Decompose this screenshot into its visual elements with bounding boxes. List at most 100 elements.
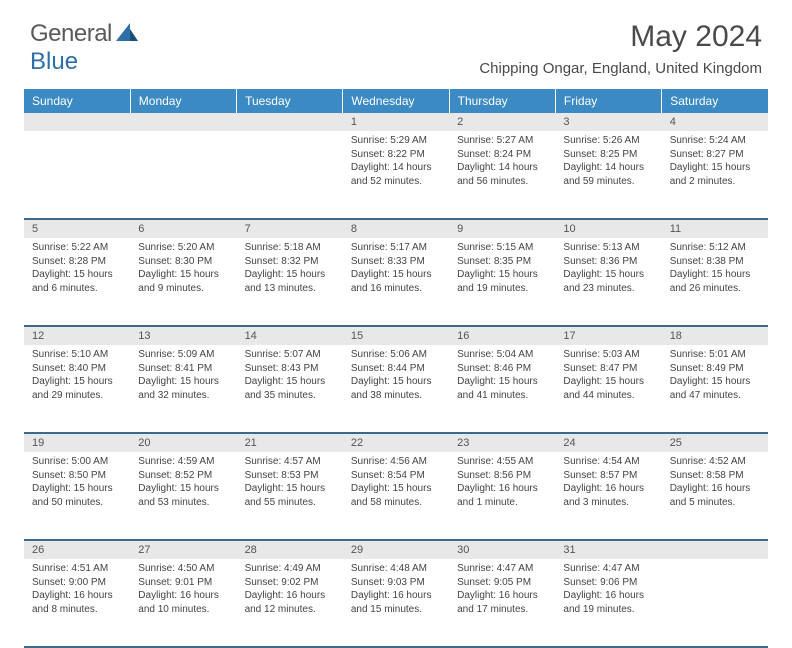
day-details: Sunrise: 5:27 AMSunset: 8:24 PMDaylight:… [449, 131, 555, 194]
daylight-line1: Daylight: 14 hours [563, 161, 653, 175]
day-number-cell: 3 [555, 113, 661, 131]
day-body-cell: Sunrise: 5:24 AMSunset: 8:27 PMDaylight:… [662, 131, 768, 219]
day-number: 6 [130, 220, 236, 238]
day-body-cell: Sunrise: 5:13 AMSunset: 8:36 PMDaylight:… [555, 238, 661, 326]
sunrise: Sunrise: 4:52 AM [670, 455, 760, 469]
daylight-line2: and 47 minutes. [670, 389, 760, 403]
daylight-line2: and 26 minutes. [670, 282, 760, 296]
sunset: Sunset: 9:05 PM [457, 576, 547, 590]
day-details: Sunrise: 4:52 AMSunset: 8:58 PMDaylight:… [662, 452, 768, 515]
sunrise: Sunrise: 5:26 AM [563, 134, 653, 148]
daylight-line1: Daylight: 15 hours [563, 268, 653, 282]
day-header: Thursday [449, 89, 555, 113]
day-number-cell: 18 [662, 326, 768, 345]
logo-text-1: General [30, 20, 112, 48]
daylight-line2: and 15 minutes. [351, 603, 441, 617]
day-number-cell: 22 [343, 433, 449, 452]
daylight-line1: Daylight: 15 hours [351, 268, 441, 282]
day-body-cell: Sunrise: 5:26 AMSunset: 8:25 PMDaylight:… [555, 131, 661, 219]
day-number-cell: 24 [555, 433, 661, 452]
daylight-line1: Daylight: 16 hours [670, 482, 760, 496]
daylight-line2: and 6 minutes. [32, 282, 122, 296]
day-body-cell: Sunrise: 4:56 AMSunset: 8:54 PMDaylight:… [343, 452, 449, 540]
day-body-cell: Sunrise: 5:10 AMSunset: 8:40 PMDaylight:… [24, 345, 130, 433]
day-details: Sunrise: 5:17 AMSunset: 8:33 PMDaylight:… [343, 238, 449, 301]
daylight-line1: Daylight: 14 hours [351, 161, 441, 175]
sunrise: Sunrise: 4:59 AM [138, 455, 228, 469]
day-body-row: Sunrise: 5:10 AMSunset: 8:40 PMDaylight:… [24, 345, 768, 433]
day-details: Sunrise: 5:15 AMSunset: 8:35 PMDaylight:… [449, 238, 555, 301]
day-number: 9 [449, 220, 555, 238]
daylight-line1: Daylight: 15 hours [670, 161, 760, 175]
day-body-row: Sunrise: 5:29 AMSunset: 8:22 PMDaylight:… [24, 131, 768, 219]
daylight-line1: Daylight: 16 hours [457, 589, 547, 603]
location: Chipping Ongar, England, United Kingdom [479, 60, 762, 77]
sunrise: Sunrise: 5:12 AM [670, 241, 760, 255]
day-body-cell: Sunrise: 4:59 AMSunset: 8:52 PMDaylight:… [130, 452, 236, 540]
sunrise: Sunrise: 4:51 AM [32, 562, 122, 576]
sunrise: Sunrise: 4:50 AM [138, 562, 228, 576]
day-number-cell: 14 [237, 326, 343, 345]
daylight-line1: Daylight: 15 hours [457, 268, 547, 282]
day-number: 14 [237, 327, 343, 345]
day-details: Sunrise: 4:56 AMSunset: 8:54 PMDaylight:… [343, 452, 449, 515]
daylight-line1: Daylight: 16 hours [138, 589, 228, 603]
daylight-line2: and 9 minutes. [138, 282, 228, 296]
day-number: 23 [449, 434, 555, 452]
sunset: Sunset: 8:33 PM [351, 255, 441, 269]
day-header: Wednesday [343, 89, 449, 113]
sunrise: Sunrise: 4:57 AM [245, 455, 335, 469]
day-number-cell: 19 [24, 433, 130, 452]
day-number: 21 [237, 434, 343, 452]
daylight-line2: and 16 minutes. [351, 282, 441, 296]
day-number-cell: 27 [130, 540, 236, 559]
sunset: Sunset: 9:06 PM [563, 576, 653, 590]
day-number-cell: 7 [237, 219, 343, 238]
day-number-row: 12131415161718 [24, 326, 768, 345]
day-body-cell: Sunrise: 4:48 AMSunset: 9:03 PMDaylight:… [343, 559, 449, 647]
day-details: Sunrise: 5:03 AMSunset: 8:47 PMDaylight:… [555, 345, 661, 408]
day-details: Sunrise: 4:50 AMSunset: 9:01 PMDaylight:… [130, 559, 236, 622]
daylight-line2: and 52 minutes. [351, 175, 441, 189]
daylight-line1: Daylight: 16 hours [245, 589, 335, 603]
daylight-line2: and 53 minutes. [138, 496, 228, 510]
day-number-cell: 10 [555, 219, 661, 238]
daylight-line1: Daylight: 14 hours [457, 161, 547, 175]
daylight-line1: Daylight: 15 hours [351, 482, 441, 496]
sunset: Sunset: 8:41 PM [138, 362, 228, 376]
day-number-row: 19202122232425 [24, 433, 768, 452]
daylight-line2: and 2 minutes. [670, 175, 760, 189]
day-number: 8 [343, 220, 449, 238]
day-body-cell: Sunrise: 4:49 AMSunset: 9:02 PMDaylight:… [237, 559, 343, 647]
day-number: 20 [130, 434, 236, 452]
day-details: Sunrise: 5:26 AMSunset: 8:25 PMDaylight:… [555, 131, 661, 194]
day-body-cell: Sunrise: 4:57 AMSunset: 8:53 PMDaylight:… [237, 452, 343, 540]
daylight-line1: Daylight: 15 hours [138, 268, 228, 282]
sunset: Sunset: 9:02 PM [245, 576, 335, 590]
daylight-line2: and 38 minutes. [351, 389, 441, 403]
sunrise: Sunrise: 4:47 AM [457, 562, 547, 576]
daylight-line2: and 59 minutes. [563, 175, 653, 189]
day-details: Sunrise: 5:01 AMSunset: 8:49 PMDaylight:… [662, 345, 768, 408]
day-number-cell: 6 [130, 219, 236, 238]
day-number-cell: 13 [130, 326, 236, 345]
sunrise: Sunrise: 4:55 AM [457, 455, 547, 469]
daylight-line1: Daylight: 16 hours [351, 589, 441, 603]
day-details: Sunrise: 4:48 AMSunset: 9:03 PMDaylight:… [343, 559, 449, 622]
day-number: 22 [343, 434, 449, 452]
daylight-line1: Daylight: 15 hours [245, 268, 335, 282]
day-details: Sunrise: 4:59 AMSunset: 8:52 PMDaylight:… [130, 452, 236, 515]
day-number-cell: 31 [555, 540, 661, 559]
day-number-cell: 2 [449, 113, 555, 131]
day-details: Sunrise: 5:06 AMSunset: 8:44 PMDaylight:… [343, 345, 449, 408]
day-body-cell: Sunrise: 5:00 AMSunset: 8:50 PMDaylight:… [24, 452, 130, 540]
sunset: Sunset: 8:30 PM [138, 255, 228, 269]
daylight-line1: Daylight: 15 hours [245, 375, 335, 389]
day-details: Sunrise: 5:29 AMSunset: 8:22 PMDaylight:… [343, 131, 449, 194]
day-body-cell [130, 131, 236, 219]
day-header: Tuesday [237, 89, 343, 113]
day-number-cell: 29 [343, 540, 449, 559]
logo-text-2: Blue [30, 48, 78, 76]
logo: General [30, 20, 140, 48]
day-number-cell: 16 [449, 326, 555, 345]
